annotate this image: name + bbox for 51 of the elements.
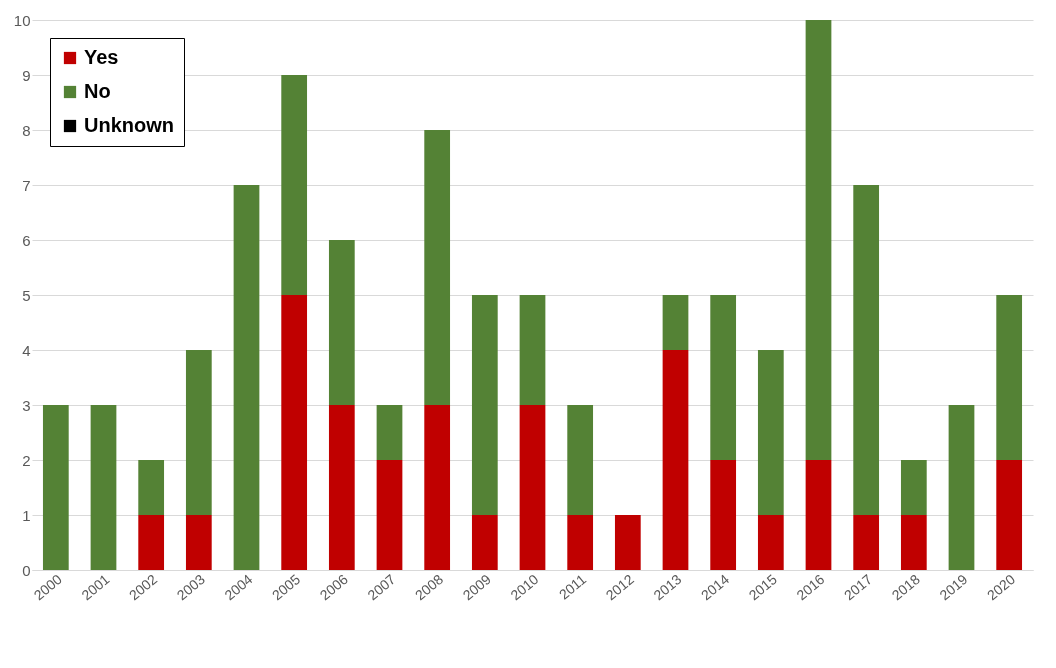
y-tick-label: 10: [13, 11, 31, 29]
y-tick-label: 4: [22, 341, 31, 359]
bar: [757, 515, 784, 570]
bar: [853, 515, 880, 570]
bar: [138, 515, 165, 570]
bar: [281, 75, 308, 295]
bar: [996, 460, 1023, 570]
bar: [471, 295, 498, 515]
bar: [90, 405, 117, 570]
bar: [662, 350, 689, 570]
bar: [900, 460, 927, 515]
bar: [281, 295, 308, 570]
bar: [757, 350, 784, 515]
bar: [614, 515, 641, 570]
bar: [900, 515, 927, 570]
bar: [519, 405, 546, 570]
bar: [710, 460, 737, 570]
bar: [996, 295, 1023, 460]
bar: [376, 460, 403, 570]
bar: [138, 460, 165, 515]
bar: [567, 515, 594, 570]
bar: [328, 405, 355, 570]
bar: [471, 515, 498, 570]
bar: [185, 515, 212, 570]
bar: [519, 295, 546, 405]
legend-label: Yes: [84, 46, 119, 68]
bar: [567, 405, 594, 515]
y-tick-label: 1: [22, 506, 31, 524]
y-tick-label: 2: [22, 451, 31, 469]
bar: [328, 240, 355, 405]
y-tick-label: 5: [22, 286, 31, 304]
y-tick-label: 0: [22, 561, 31, 579]
bar: [424, 405, 451, 570]
bar: [948, 405, 975, 570]
y-tick-label: 9: [22, 66, 31, 84]
y-tick-label: 7: [22, 176, 31, 194]
bar: [805, 460, 832, 570]
bar: [376, 405, 403, 460]
bar: [185, 350, 212, 515]
bar: [805, 20, 832, 460]
y-tick-label: 3: [22, 396, 31, 414]
bar: [662, 295, 689, 350]
bar: [42, 405, 69, 570]
bar: [853, 185, 880, 515]
bar: [710, 295, 737, 460]
legend-label: No: [84, 80, 111, 102]
y-tick-label: 6: [22, 231, 31, 249]
y-tick-label: 8: [22, 121, 31, 139]
legend-label: Unknown: [84, 114, 174, 136]
bar: [424, 130, 451, 405]
bar: [233, 185, 260, 570]
